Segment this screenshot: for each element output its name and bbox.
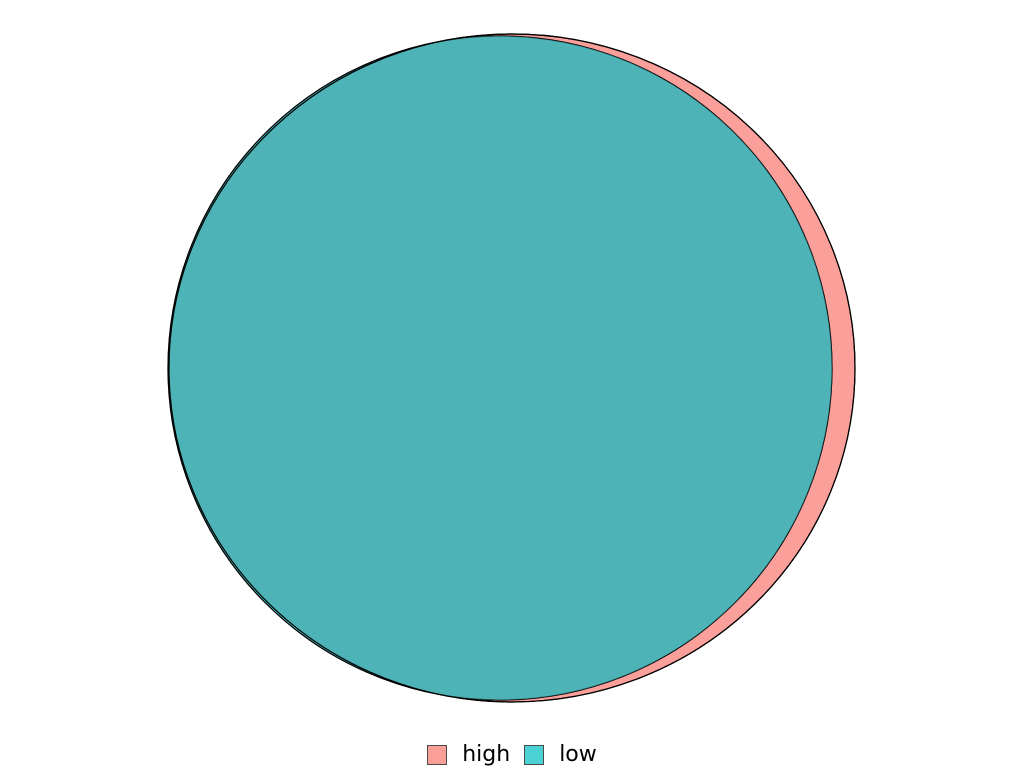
legend: high low (0, 742, 1024, 768)
legend-entry-low: low (524, 742, 597, 768)
overlap-region (169, 36, 832, 700)
legend-key-low (524, 745, 545, 765)
legend-label-low: low (559, 742, 597, 767)
set-low-outline (167, 35, 833, 701)
legend-entry-high: high (427, 742, 510, 768)
legend-label-high: high (462, 742, 511, 767)
legend-key-high (427, 745, 448, 765)
set-high-outline (168, 33, 856, 703)
